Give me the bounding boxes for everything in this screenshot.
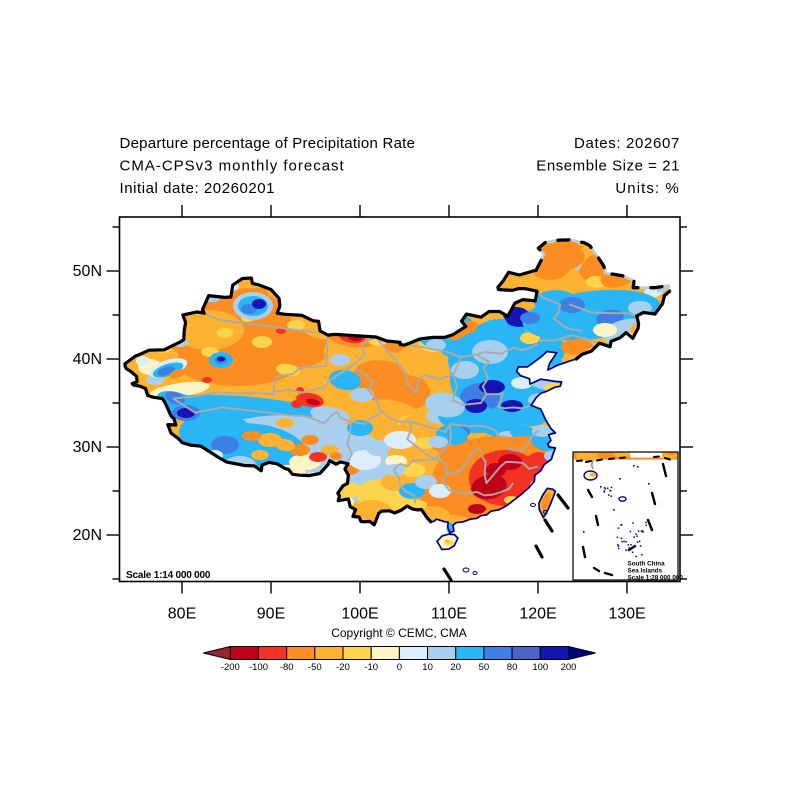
- svg-text:100E: 100E: [341, 606, 378, 623]
- svg-text:0: 0: [397, 662, 402, 673]
- svg-text:-50: -50: [308, 662, 322, 673]
- svg-text:-80: -80: [280, 662, 294, 673]
- svg-text:-200: -200: [221, 662, 240, 673]
- svg-text:40N: 40N: [73, 351, 102, 368]
- svg-text:100: 100: [532, 662, 548, 673]
- svg-text:Units: %: Units: %: [615, 180, 680, 197]
- svg-text:Scale 1:28 000 000: Scale 1:28 000 000: [628, 574, 684, 581]
- svg-text:80: 80: [507, 662, 518, 673]
- svg-text:50: 50: [479, 662, 490, 673]
- svg-text:-20: -20: [336, 662, 350, 673]
- svg-text:Dates: 202607: Dates: 202607: [574, 135, 680, 152]
- svg-text:Ensemble Size = 21: Ensemble Size = 21: [536, 158, 680, 175]
- svg-text:CMA-CPSv3 monthly forecast: CMA-CPSv3 monthly forecast: [120, 158, 345, 175]
- svg-text:120E: 120E: [519, 606, 556, 623]
- svg-text:Scale 1:14 000 000: Scale 1:14 000 000: [126, 570, 211, 581]
- svg-text:Sea Islands: Sea Islands: [628, 568, 663, 575]
- svg-text:10: 10: [422, 662, 433, 673]
- svg-text:130E: 130E: [608, 606, 645, 623]
- svg-text:110E: 110E: [431, 606, 467, 623]
- svg-text:20N: 20N: [73, 527, 102, 544]
- svg-text:200: 200: [561, 662, 577, 673]
- svg-text:30N: 30N: [73, 439, 102, 456]
- svg-text:Copyright © CEMC, CMA: Copyright © CEMC, CMA: [331, 626, 467, 640]
- svg-text:-10: -10: [364, 662, 378, 673]
- svg-text:Departure percentage of Precip: Departure percentage of Precipitation Ra…: [120, 135, 416, 152]
- svg-text:80E: 80E: [168, 606, 196, 623]
- svg-text:20: 20: [450, 662, 461, 673]
- svg-text:50N: 50N: [73, 263, 102, 280]
- svg-text:-100: -100: [249, 662, 268, 673]
- svg-text:Initial date: 20260201: Initial date: 20260201: [120, 180, 276, 197]
- svg-text:South China: South China: [628, 561, 666, 568]
- svg-text:90E: 90E: [257, 606, 285, 623]
